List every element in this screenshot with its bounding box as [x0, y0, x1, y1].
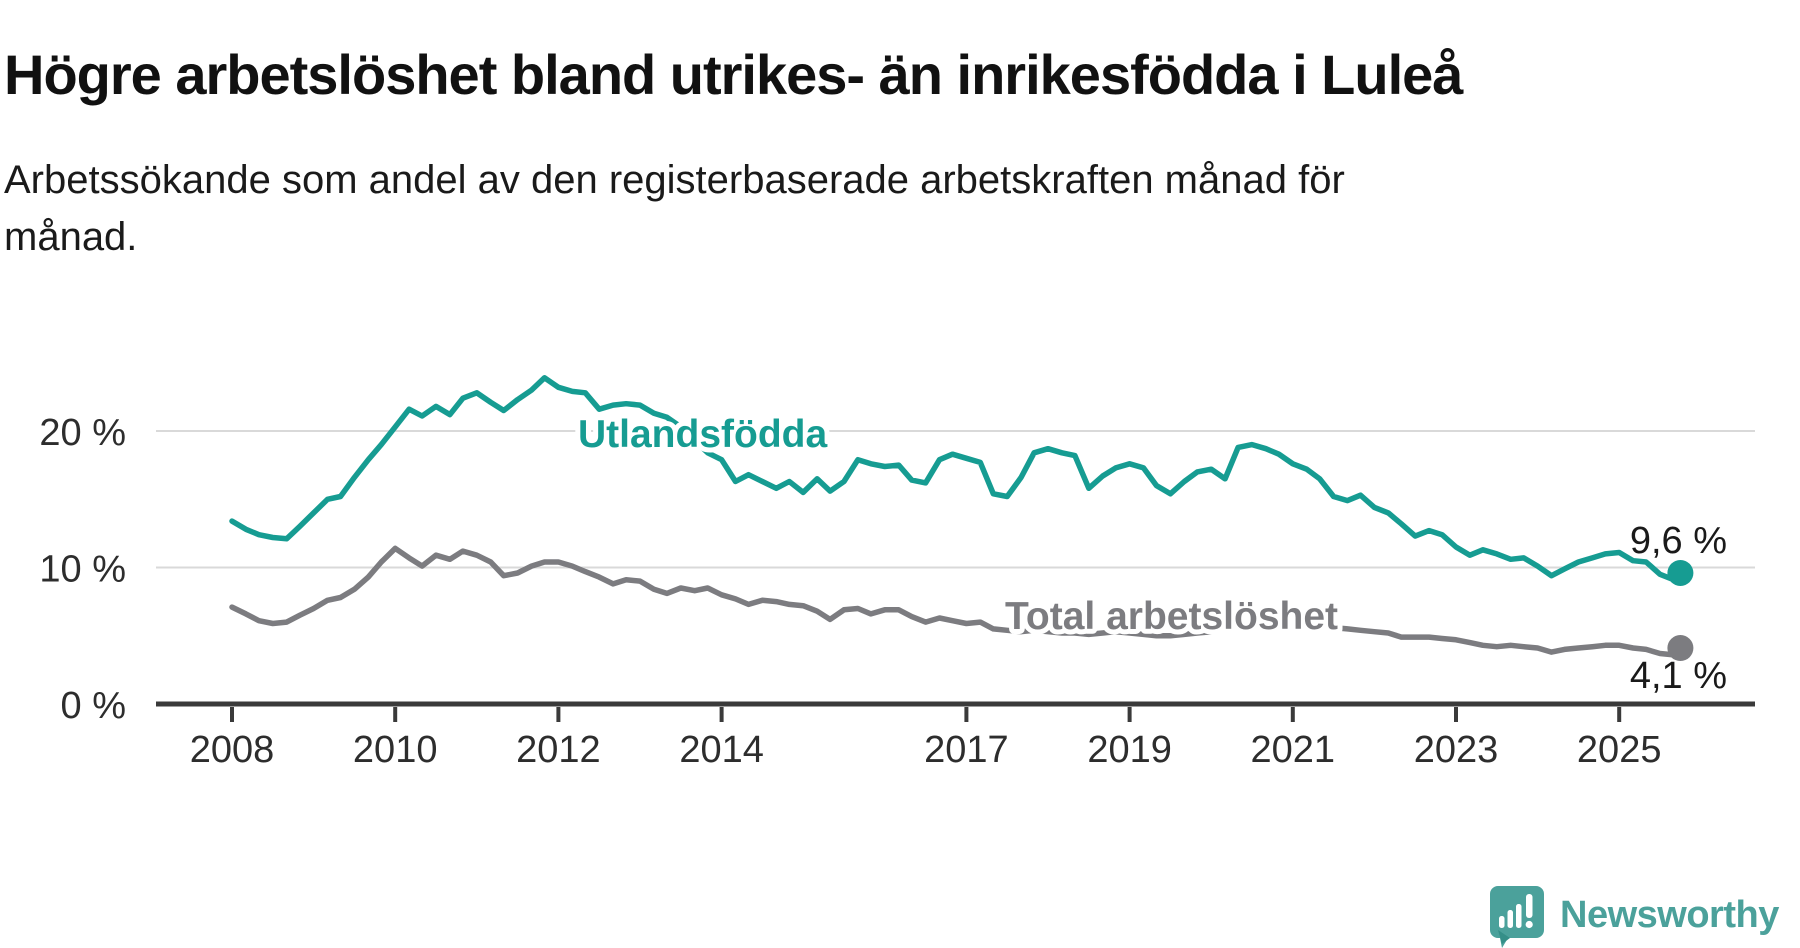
end-value-label-total: 4,1 %	[1630, 655, 1727, 697]
newsworthy-logo-icon	[1490, 886, 1544, 948]
series-label-utlandsfodda: Utlandsfödda	[578, 413, 827, 456]
x-tick-label: 2010	[353, 729, 438, 771]
page-subtitle-line1: Arbetssökande som andel av den registerb…	[4, 158, 1345, 202]
logo-bar-1	[1499, 916, 1505, 928]
x-tick-label: 2012	[516, 729, 601, 771]
page-title: Högre arbetslöshet bland utrikes- än inr…	[4, 42, 1463, 106]
page-subtitle-line2: månad.	[4, 214, 138, 259]
x-tick-label: 2014	[679, 729, 764, 771]
series-end-dot-total	[1667, 635, 1694, 662]
series-end-dot-utlandsfodda	[1667, 559, 1694, 586]
logo-bubble-tail-shade	[1498, 930, 1510, 944]
y-tick-label: 0 %	[61, 685, 126, 727]
end-value-label-utlandsfodda: 9,6 %	[1630, 520, 1727, 562]
y-tick-label: 10 %	[39, 549, 126, 591]
x-tick-label: 2025	[1577, 729, 1662, 771]
logo-bar-3	[1516, 904, 1522, 928]
x-tick-label: 2021	[1251, 729, 1336, 771]
x-tick-label: 2019	[1087, 729, 1172, 771]
page-subtitle: Arbetssökande som andel av den registerb…	[4, 152, 1564, 266]
x-tick-label: 2008	[190, 729, 275, 771]
x-tick-label: 2017	[924, 729, 1009, 771]
logo-exclamation-bar	[1526, 894, 1533, 918]
brand-footer: Newsworthy	[1488, 882, 1779, 948]
series-label-total: Total arbetslöshet	[1005, 595, 1338, 638]
series-line-utlandsfodda	[229, 375, 1684, 583]
series-line-total	[229, 545, 1684, 658]
x-tick-label: 2023	[1414, 729, 1499, 771]
brand-name: Newsworthy	[1560, 893, 1779, 936]
logo-exclamation-dot	[1525, 920, 1533, 929]
logo-bar-2	[1507, 910, 1513, 928]
y-tick-label: 20 %	[39, 412, 126, 454]
